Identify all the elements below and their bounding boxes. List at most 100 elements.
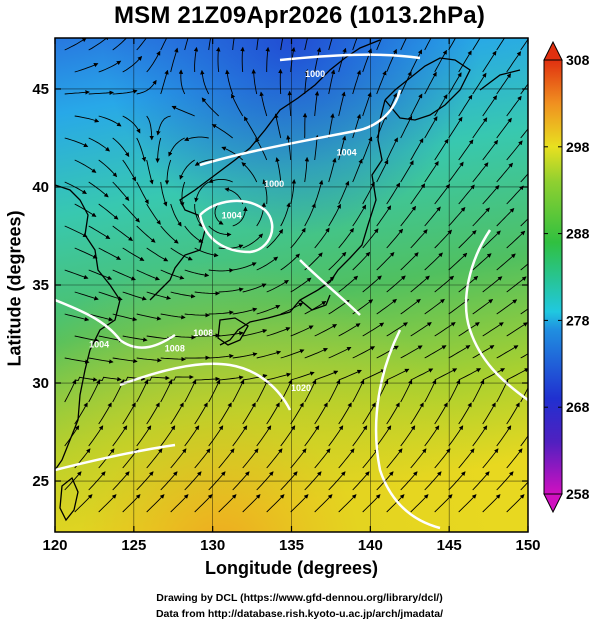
streamline	[290, 402, 304, 425]
streamline	[458, 184, 475, 205]
streamline	[448, 379, 461, 403]
streamline	[352, 158, 363, 183]
streamline	[240, 46, 245, 73]
streamline	[506, 368, 528, 381]
streamline	[410, 494, 429, 513]
y-tick-label: 25	[32, 473, 49, 490]
streamline	[386, 275, 406, 293]
streamline	[194, 376, 220, 382]
streamline	[64, 269, 89, 280]
streamline	[280, 253, 300, 271]
streamline	[376, 298, 397, 315]
streamline	[424, 160, 439, 183]
streamline	[266, 372, 292, 381]
streamline	[242, 373, 268, 381]
streamline	[352, 425, 368, 447]
streamline	[376, 70, 387, 95]
streamline	[168, 137, 185, 157]
streamline	[98, 402, 112, 425]
streamline	[88, 357, 114, 364]
streamline	[98, 203, 119, 220]
streamline	[338, 494, 357, 513]
colorbar-top-arrow	[543, 40, 563, 61]
streamline	[170, 494, 189, 513]
streamline	[160, 379, 173, 403]
x-axis: 120 125 130 135 140 145 150	[42, 38, 541, 554]
streamline	[482, 276, 503, 293]
streamline	[304, 425, 320, 447]
streamline	[458, 494, 477, 513]
colorbar-tick-label: 278	[566, 312, 590, 328]
streamline	[434, 183, 451, 205]
streamline	[328, 113, 335, 139]
streamline	[352, 251, 371, 271]
streamline	[259, 91, 268, 117]
streamline	[362, 275, 382, 293]
streamline	[112, 357, 138, 364]
streamline	[170, 374, 194, 381]
streamline	[410, 448, 427, 469]
streamline	[136, 425, 152, 447]
isobars	[55, 53, 528, 530]
streamline	[184, 312, 210, 318]
streamline	[232, 307, 258, 315]
streamline	[531, 52, 545, 72]
streamline	[136, 269, 160, 281]
streamline	[98, 115, 122, 127]
streamline	[352, 379, 365, 403]
streamline	[232, 352, 258, 359]
streamline	[146, 375, 170, 381]
streamline	[136, 137, 147, 162]
streamline	[266, 228, 284, 249]
streamline	[160, 356, 186, 362]
chart-title: MSM 21Z09Apr2026 (1013.2hPa)	[113, 2, 486, 29]
streamline	[506, 95, 522, 117]
streamline	[386, 228, 404, 249]
streamline	[64, 90, 90, 95]
streamline	[352, 69, 361, 95]
streamline	[448, 38, 457, 51]
streamline	[64, 357, 90, 364]
streamline	[482, 402, 496, 425]
streamline	[232, 425, 248, 447]
streamline	[208, 425, 224, 447]
streamline	[472, 425, 488, 447]
streamline	[400, 38, 407, 51]
streamline	[472, 72, 487, 95]
footer-credit-dcl: Drawing by DCL (https://www.gfd-dennou.o…	[156, 592, 443, 604]
streamline	[136, 181, 149, 205]
x-tick-label: 135	[279, 537, 304, 554]
streamline	[362, 369, 386, 381]
streamline	[74, 291, 99, 301]
x-tick-label: 125	[121, 537, 146, 554]
streamline	[241, 162, 258, 183]
streamline	[266, 402, 280, 425]
streamline	[136, 79, 157, 95]
streamline	[64, 181, 87, 195]
streamline	[386, 48, 397, 73]
streamline	[98, 60, 122, 73]
streamline	[214, 203, 224, 225]
streamline	[352, 113, 361, 139]
streamline	[424, 38, 432, 51]
streamline	[88, 181, 109, 198]
streamline	[280, 38, 284, 51]
streamline	[386, 448, 403, 469]
streamline	[376, 159, 389, 183]
streamline	[506, 140, 523, 161]
streamline	[424, 252, 443, 271]
streamline	[496, 299, 518, 315]
streamline	[251, 68, 258, 95]
streamline	[304, 300, 327, 315]
streamline	[122, 115, 141, 134]
streamline	[146, 50, 161, 73]
streamline	[122, 335, 148, 342]
streamline	[136, 38, 147, 51]
streamline	[88, 313, 114, 322]
streamline	[400, 345, 423, 359]
streamline	[314, 47, 322, 73]
colorbar-bottom-arrow	[543, 493, 563, 514]
streamline	[98, 159, 118, 178]
streamline	[410, 138, 424, 161]
streamline	[136, 225, 156, 243]
